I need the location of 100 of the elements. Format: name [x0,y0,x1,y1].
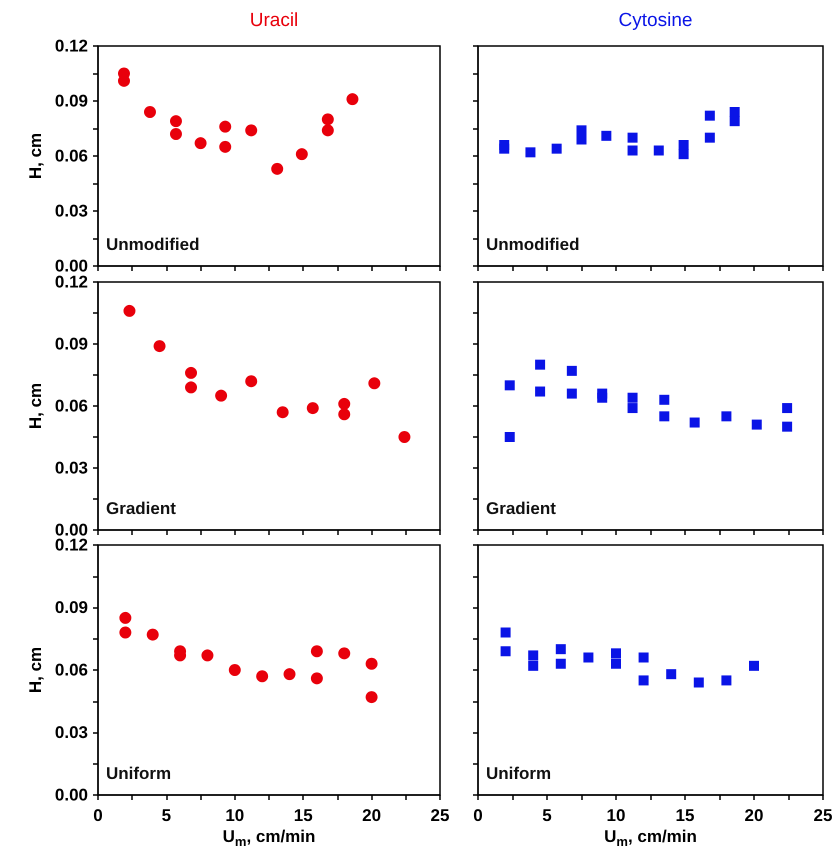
y-tick-label: 0.00 [54,256,88,276]
point [525,147,536,158]
point [500,628,511,638]
point [556,658,566,669]
x-tick-label: 0 [93,806,103,825]
point [678,140,689,150]
point [721,411,732,422]
point [552,144,562,154]
point [119,626,132,638]
y-tick-label: 0.03 [54,458,88,478]
chart-title: Uracil [250,10,298,31]
annotation: Gradient [106,499,176,518]
annotation: Gradient [486,499,556,518]
point [638,675,649,686]
x-tick-label: 10 [606,806,626,825]
point [119,612,132,624]
point [185,381,198,394]
annotation: Uniform [486,764,552,783]
y-axis-title: H, cm [26,382,46,430]
point [782,403,792,414]
point [576,125,586,136]
point [611,658,621,669]
x-tick-label: 25 [814,806,832,825]
point [256,670,268,682]
point [201,649,214,662]
point [704,110,715,121]
x-tick-label: 15 [294,806,313,825]
point [366,658,378,670]
point [659,411,670,422]
y-tick-label: 0.09 [54,334,88,354]
point [721,675,732,686]
point [601,130,612,141]
point [583,652,594,662]
point [782,422,792,432]
point [628,132,638,143]
x-tick-label: 5 [162,806,172,825]
point [576,134,586,144]
x-tick-label: 20 [362,806,382,825]
point [346,93,358,106]
y-tick-label: 0.09 [54,598,88,617]
point [245,124,258,136]
point [556,644,566,654]
point [306,402,319,414]
point [752,420,762,430]
point [528,660,538,671]
point [170,128,182,140]
point [535,360,546,370]
point [694,678,704,688]
point [144,106,156,118]
point [228,664,241,676]
point [215,390,228,402]
y-tick-label: 0.03 [54,723,88,742]
y-tick-label: 0.06 [54,146,88,166]
y-tick-label: 0.12 [54,272,88,292]
point [678,149,689,160]
x-tick-label: 0 [473,806,483,825]
point [499,144,510,154]
y-tick-label: 0.00 [54,786,88,804]
point [322,124,334,136]
point [219,120,232,133]
point [219,140,232,153]
point [368,377,380,390]
annotation: Uniform [106,764,172,783]
point [296,148,308,160]
point [338,398,350,410]
point [245,375,258,388]
y-tick-label: 0.12 [54,36,88,56]
point [704,132,715,143]
x-tick-label: 20 [744,806,764,825]
point [666,669,676,680]
point [628,392,638,403]
x-tick-label: 25 [430,806,450,825]
point [504,380,515,390]
point [398,431,410,443]
point [284,668,296,680]
annotation: Unmodified [486,235,580,254]
point [611,648,621,658]
point [366,691,378,704]
y-tick-label: 0.09 [54,92,88,110]
x-tick-label: 15 [676,806,694,825]
point [535,386,546,397]
x-tick-label: 10 [225,806,244,825]
point [730,107,740,117]
point [730,116,740,126]
point [276,406,289,418]
point [628,403,638,414]
y-axis-title: H, cm [26,646,46,694]
point [310,645,323,658]
x-tick-label: 5 [542,806,552,825]
chart-title: Cytosine [618,10,692,31]
point [322,113,334,126]
point [504,432,515,442]
point [194,137,207,150]
y-axis-title: H, cm [26,132,46,180]
point [638,652,649,662]
point [528,650,538,660]
point [566,388,577,399]
point [185,366,198,379]
y-tick-label: 0.03 [54,202,88,220]
point [146,628,159,641]
